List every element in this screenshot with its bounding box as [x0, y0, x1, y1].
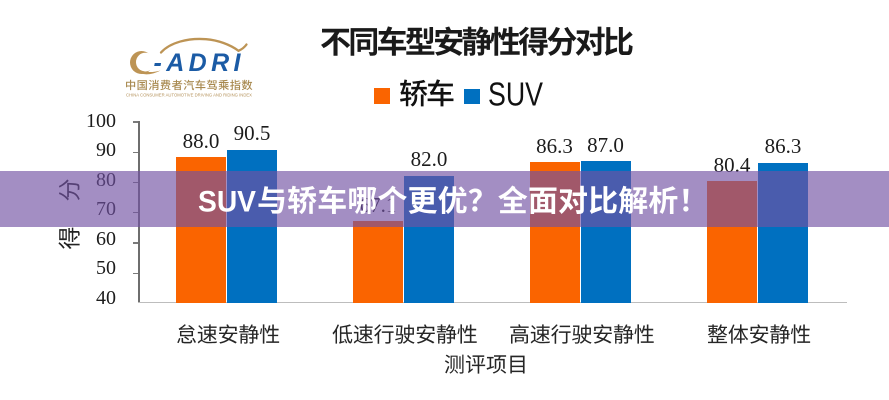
svg-text:-ADRI: -ADRI — [154, 49, 242, 77]
svg-text:SUV: SUV — [198, 185, 256, 218]
svg-text:CHINA CONSUMER AUTOMOTIVE DRIV: CHINA CONSUMER AUTOMOTIVE DRIVING AND RI… — [126, 93, 252, 98]
svg-text:SUV: SUV — [488, 78, 543, 112]
